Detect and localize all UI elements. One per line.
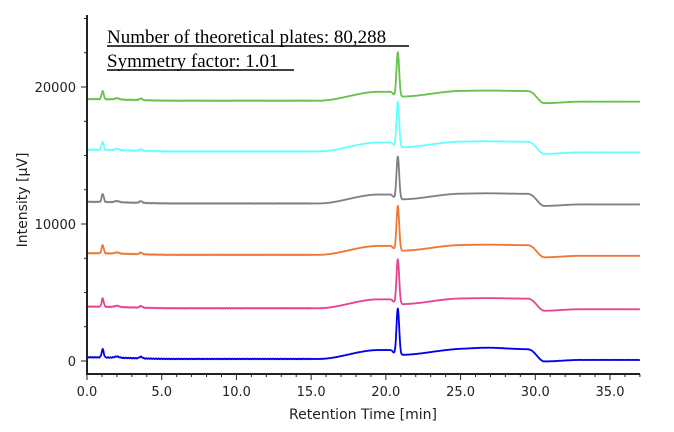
x-tick-label: 10.0: [222, 385, 251, 400]
y-tick-label: 0: [68, 355, 76, 370]
annotation-box: Number of theoretical plates: 80,288 Sym…: [107, 27, 409, 72]
x-axis-title: Retention Time [min]: [289, 407, 437, 423]
x-tick-label: 5.0: [151, 385, 172, 400]
series-line-trace-3: [86, 205, 641, 259]
y-ticks: 0 10000 20000: [35, 18, 87, 370]
annotation-plates: Number of theoretical plates: 80,288: [107, 27, 386, 48]
y-tick-label: 10000: [35, 218, 76, 233]
series-line-trace-1: [86, 307, 641, 363]
series-line-trace-2: [86, 258, 641, 312]
x-tick-label: 30.0: [521, 385, 550, 400]
x-tick-label: 0.0: [77, 385, 98, 400]
x-ticks: 0.0 5.0 10.0 15.0 20.0 25.0 30.0 35.0: [77, 374, 641, 400]
series-line-trace-6: [86, 51, 641, 105]
annotation-symmetry: Symmetry factor: 1.01: [107, 51, 279, 72]
series-line-trace-4: [86, 155, 641, 207]
x-tick-label: 15.0: [297, 385, 326, 400]
x-tick-label: 25.0: [446, 385, 475, 400]
axes-layer: [86, 15, 640, 375]
y-tick-label: 20000: [35, 81, 76, 96]
x-tick-label: 20.0: [371, 385, 400, 400]
traces-layer: [86, 51, 641, 363]
y-axis-title: Intensity [µV]: [15, 153, 31, 248]
series-line-trace-5: [86, 100, 641, 155]
x-tick-label: 35.0: [596, 385, 625, 400]
